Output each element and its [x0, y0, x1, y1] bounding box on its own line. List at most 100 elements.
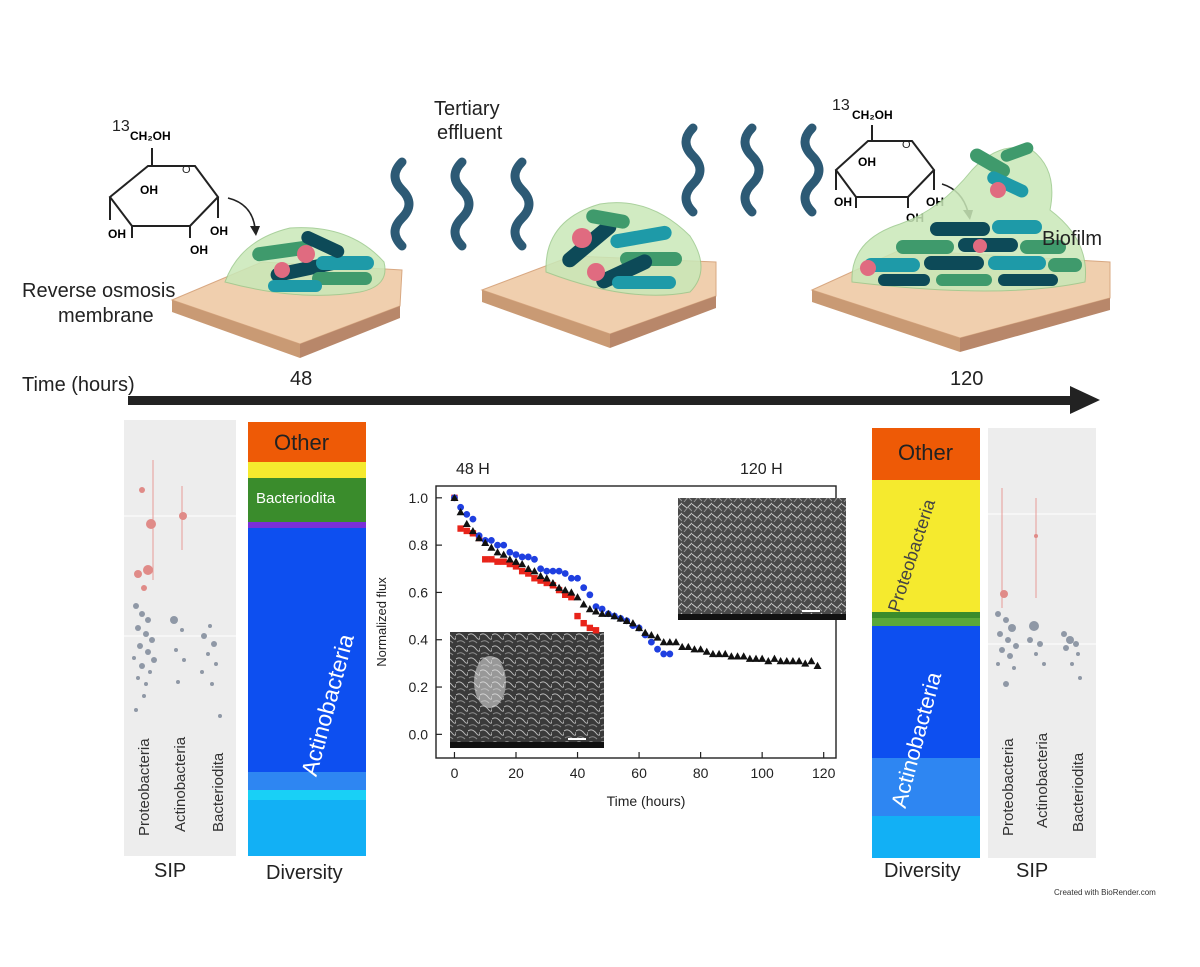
x-axis-label: Time (hours) [607, 793, 686, 809]
data-point-black [727, 652, 736, 660]
data-point-red [592, 627, 600, 634]
y-tick-label: 0.0 [409, 726, 429, 742]
data-point-black [653, 633, 662, 641]
sem-image-120h [678, 498, 846, 620]
data-point-blue [647, 638, 655, 646]
y-tick-label: 0.4 [409, 632, 429, 648]
data-point-blue [592, 603, 600, 611]
data-point-blue [586, 591, 594, 599]
data-point-black [801, 659, 810, 667]
glucose-molecule-left: 13 CH₂OH O OH OH OH OH [108, 118, 260, 257]
data-point-black [678, 642, 687, 651]
annotation-48h: 48 H [456, 461, 490, 478]
segment-cyan-left [248, 790, 366, 800]
data-point-red [518, 567, 526, 575]
data-point-black [468, 526, 477, 535]
sip-title-left: SIP [154, 860, 187, 882]
time-axis-label: Time (hours) [22, 374, 135, 396]
effluent-label-line2: effluent [437, 122, 503, 144]
data-point-black [752, 654, 760, 662]
data-point-blue [660, 650, 668, 658]
data-point-black [542, 574, 551, 582]
segment-yellow-left [248, 462, 366, 478]
data-point-blue [561, 570, 569, 577]
flux-chart: 0 20 40 60 80 100 120 0.00.20.40.60.81.0 48 H … [374, 461, 846, 809]
segment-proteobacteria-right [872, 480, 980, 612]
sip-category-bacteriodita-right: Bacteriodita [1070, 752, 1087, 832]
data-point-red [568, 593, 575, 601]
x-tick-label: 100 [750, 765, 774, 781]
data-point-blue [457, 503, 465, 511]
data-point-black [622, 616, 631, 625]
data-point-red [537, 577, 544, 584]
data-point-black [548, 578, 557, 587]
data-point-black [795, 657, 804, 665]
data-point-black [764, 657, 773, 665]
data-point-blue [580, 584, 588, 592]
x-tick-label: 60 [631, 765, 647, 781]
data-point-black [487, 543, 496, 551]
data-point-black [758, 654, 767, 662]
x-tick-label: 20 [508, 765, 524, 781]
data-point-red [562, 591, 569, 598]
y-tick-label: 1.0 [409, 490, 429, 506]
segment-other-right: Other [872, 428, 980, 480]
data-point-blue [543, 567, 551, 575]
segment-purple-left [248, 522, 366, 528]
data-point-black [733, 652, 742, 660]
data-point-black [610, 612, 619, 620]
diversity-title-right: Diversity [884, 860, 961, 882]
sip-category-proteobacteria-right: Proteobacteria [1000, 738, 1017, 836]
data-point-black [708, 649, 717, 658]
diversity-title-left: Diversity [266, 862, 343, 884]
data-point-red [506, 560, 514, 568]
x-tick-label: 120 [812, 765, 836, 781]
data-point-black [745, 654, 754, 662]
data-point-black [659, 638, 668, 646]
svg-text:OH: OH [190, 243, 208, 257]
data-point-black [530, 567, 539, 575]
glucose-molecule-right: 13 CH₂OH O OH OH OH OH [832, 97, 973, 225]
y-axis-ticks: 0.0 0.2 0.4 0.6 0.8 1.0 [409, 490, 442, 742]
segment-green-right [872, 612, 980, 618]
sip-panel-left: Proteobacteria Actinobacteria Bacteriodi… [124, 420, 236, 856]
data-point-red [500, 558, 507, 565]
svg-text:OH: OH [108, 227, 126, 241]
time-marker-120: 120 [950, 368, 984, 390]
data-point-black [505, 555, 514, 563]
segment-skyblue-right [872, 816, 980, 858]
data-point-black [536, 571, 545, 580]
ch2oh-left: CH₂OH [130, 129, 171, 143]
membrane-label-line1: Reverse osmosis [22, 280, 176, 302]
data-point-black [567, 588, 576, 596]
biofilm-cluster-1 [224, 227, 386, 296]
data-point-blue [549, 567, 557, 575]
svg-text:OH: OH [834, 195, 852, 209]
process-illustration: 13 CH₂OH O OH OH OH OH 13 CH₂OH O OH OH … [108, 97, 1111, 414]
segment-lightblue-right [872, 758, 980, 816]
data-point-black [592, 607, 600, 615]
data-point-black [807, 657, 816, 665]
biofilm-cluster-2 [545, 202, 702, 296]
time-marker-48: 48 [290, 368, 313, 390]
sip-category-proteobacteria-left: Proteobacteria [136, 738, 153, 836]
data-point-black [475, 534, 484, 542]
data-point-red [463, 527, 470, 535]
data-point-blue [531, 555, 538, 563]
data-point-black [456, 508, 465, 516]
biofilm-label: Biofilm [1042, 228, 1103, 250]
ch2oh-right: CH₂OH [852, 108, 893, 122]
data-point-black [635, 623, 644, 632]
effluent-label-line1: Tertiary [434, 98, 500, 120]
data-point-black [518, 560, 527, 568]
annotation-120h: 120 H [740, 461, 783, 478]
data-point-black [721, 649, 730, 658]
data-point-black [665, 638, 674, 646]
data-point-blue [500, 541, 508, 549]
data-point-red [457, 525, 464, 532]
y-tick-label: 0.6 [409, 584, 429, 600]
sip-category-actinobacteria-left: Actinobacteria [172, 736, 189, 832]
data-point-black [616, 614, 625, 622]
sem-image-48h [450, 632, 604, 748]
x-tick-label: 80 [693, 765, 709, 781]
